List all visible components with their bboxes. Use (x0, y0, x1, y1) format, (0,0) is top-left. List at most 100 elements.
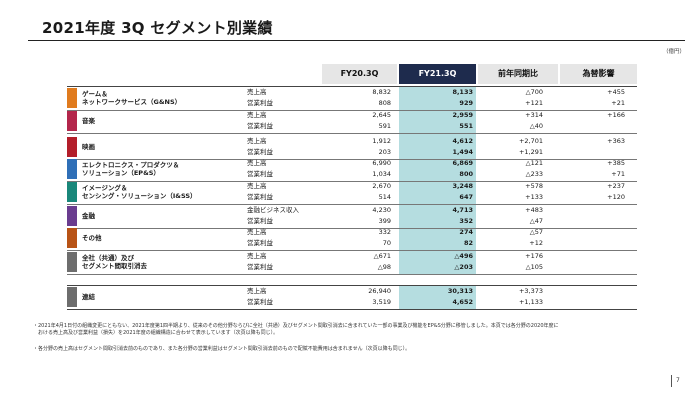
value-yoy: +2,701 (518, 137, 543, 145)
metric-row: 売上高 6,990 6,869 △121 +385 (245, 158, 637, 169)
metric-row: 営業利益 203 1,494 +1,291 (245, 147, 637, 158)
row-divider (67, 132, 637, 134)
segment-name-line: エレクトロニクス・プロダクツ＆ (82, 160, 180, 169)
segment-name: 音楽 (82, 110, 247, 132)
segment-name-line: センシング・ソリューション（I&SS） (82, 192, 197, 200)
segment-name-line: その他 (82, 233, 102, 242)
segment-name-line: セグメント間取引消去 (82, 262, 147, 270)
metric-label: 営業利益 (247, 298, 273, 306)
metric-label: 営業利益 (247, 122, 273, 130)
value-fx-impact: +455 (607, 88, 625, 96)
metric-row: 売上高 26,940 30,313 +3,373 (245, 286, 637, 297)
value-fy20: 808 (378, 99, 391, 107)
segment-name: 金融 (82, 205, 247, 227)
segment-row: 全社（共通）及び セグメント間取引消去 売上高 △671 △496 +176 営業利益 △98… (67, 251, 637, 273)
value-fy20: 6,990 (372, 159, 391, 167)
value-fy20: 203 (378, 148, 391, 156)
segment-name-line: ネットワークサービス（G&NS） (82, 98, 182, 106)
value-fy20: 4,230 (372, 206, 391, 214)
segment-name-line: ゲーム＆ (82, 89, 108, 98)
row-divider (67, 158, 637, 160)
value-fy20: 399 (378, 217, 391, 225)
metric-label: 売上高 (247, 88, 267, 96)
row-divider (67, 273, 637, 275)
value-fy21: 274 (459, 228, 473, 236)
table-top-border (67, 86, 637, 87)
value-yoy: +483 (525, 206, 543, 214)
metric-row: 営業利益 70 82 +12 (245, 238, 637, 249)
footnote-1-cont: おける売上高及び営業利益（損失）を2021年度の組織構造に合わせて表示しています… (33, 330, 279, 336)
value-yoy: △57 (529, 228, 543, 236)
metric-label: 売上高 (247, 228, 267, 236)
segment-color-band (67, 206, 77, 226)
metric-row: 売上高 △671 △496 +176 (245, 251, 637, 262)
segment-row: 連結 売上高 26,940 30,313 +3,373 営業利益 3,519 4,652 +1,… (67, 286, 637, 308)
segment-color-band (67, 287, 77, 307)
value-yoy: +121 (525, 99, 543, 107)
metric-label: 営業利益 (247, 193, 273, 201)
column-header-yoy: 前年同期比 (478, 64, 558, 84)
segment-name: その他 (82, 227, 247, 249)
value-fy20: 2,670 (372, 182, 391, 190)
segment-name-line: ソリューション（EP&S） (82, 169, 160, 177)
column-header-fy21: FY21.3Q (399, 64, 476, 84)
segment-color-band (67, 228, 77, 248)
segment-row: イメージング＆ センシング・ソリューション（I&SS） 売上高 2,670 3,248 +… (67, 181, 637, 203)
metric-row: 売上高 2,670 3,248 +578 +237 (245, 181, 637, 192)
segment-name-line: 金融 (82, 211, 95, 220)
metric-label: 営業利益 (247, 99, 273, 107)
value-fy21: 1,494 (452, 148, 473, 156)
value-fy21: 3,248 (452, 182, 473, 190)
row-divider (67, 227, 637, 229)
value-fy21: 30,313 (447, 287, 473, 295)
metric-row: 営業利益 808 929 +121 +21 (245, 98, 637, 109)
metric-label: 営業利益 (247, 217, 273, 225)
metric-label: 営業利益 (247, 263, 273, 271)
segment-name: 映画 (82, 136, 247, 158)
segment-color-band (67, 111, 77, 131)
value-fy21: △203 (454, 263, 473, 271)
segment-color-band (67, 88, 77, 108)
title-divider (28, 40, 685, 41)
value-yoy: △121 (525, 159, 543, 167)
segment-name-line: イメージング＆ (82, 183, 128, 192)
segment-name-line: 連結 (82, 292, 95, 301)
value-fy21: 6,869 (452, 159, 473, 167)
value-fy21: 2,959 (452, 111, 473, 119)
metric-row: 売上高 332 274 △57 (245, 227, 637, 238)
segment-name: ゲーム＆ ネットワークサービス（G&NS） (82, 87, 247, 109)
value-fy20: 1,912 (372, 137, 391, 145)
row-divider (67, 180, 637, 182)
value-fy20: 70 (382, 239, 391, 247)
value-fy20: 2,645 (372, 111, 391, 119)
fy21-column-highlight-consolidated (399, 285, 476, 309)
value-yoy: △47 (529, 217, 543, 225)
value-yoy: △105 (525, 263, 543, 271)
value-fy20: △671 (373, 252, 391, 260)
column-header-fx-impact: 為替影響 (560, 64, 637, 84)
value-fy21: 4,652 (452, 298, 473, 306)
value-yoy: +3,373 (518, 287, 543, 295)
metric-label: 売上高 (247, 287, 267, 295)
value-fy21: 4,612 (452, 137, 473, 145)
page-title: 2021年度 3Q セグメント別業績 (42, 19, 273, 37)
segment-name-line: 映画 (82, 142, 95, 151)
value-fy21: 8,133 (452, 88, 473, 96)
segment-name: 全社（共通）及び セグメント間取引消去 (82, 251, 247, 273)
page-number: 7 (676, 377, 680, 384)
metric-label: 営業利益 (247, 170, 273, 178)
segment-name-line: 全社（共通）及び (82, 253, 134, 262)
metric-row: 売上高 1,912 4,612 +2,701 +363 (245, 136, 637, 147)
segment-row: 映画 売上高 1,912 4,612 +2,701 +363 営業利益 203 1,494 +1,… (67, 136, 637, 158)
value-fy21: 4,713 (452, 206, 473, 214)
value-yoy: +578 (525, 182, 543, 190)
metric-label: 金融ビジネス収入 (247, 206, 299, 214)
segment-color-band (67, 182, 77, 202)
value-fy21: 82 (463, 239, 473, 247)
segment-row: 金融 金融ビジネス収入 4,230 4,713 +483 営業利益 399 352 △47 (67, 205, 637, 227)
value-fy21: 551 (459, 122, 473, 130)
segment-row: ゲーム＆ ネットワークサービス（G&NS） 売上高 8,832 8,133 △700 +45… (67, 87, 637, 109)
value-fy21: 929 (459, 99, 473, 107)
value-fx-impact: +120 (607, 193, 625, 201)
